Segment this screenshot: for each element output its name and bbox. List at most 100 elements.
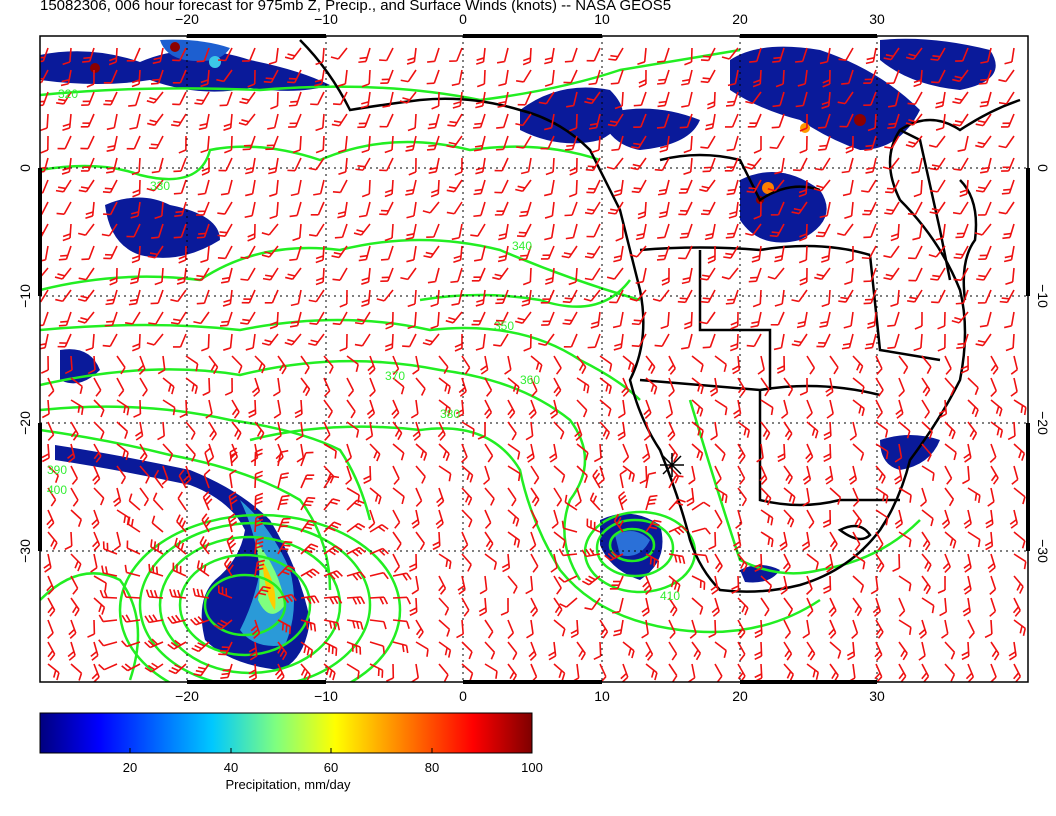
wind-barb (124, 311, 141, 325)
wind-barb (471, 311, 486, 326)
wind-barb (323, 641, 338, 656)
wind-barb (128, 289, 141, 306)
wind-barb (952, 69, 969, 83)
wind-barb (451, 289, 463, 306)
wind-barb (106, 113, 118, 131)
wind-barb (240, 311, 256, 325)
wind-barb (415, 443, 428, 461)
wind-barb (323, 663, 336, 681)
wind-barb (967, 619, 975, 639)
wind-barb (875, 399, 883, 419)
wind-barb (735, 509, 743, 529)
wind-barb (795, 91, 808, 108)
wind-barb (588, 113, 601, 130)
wind-barb (248, 399, 257, 419)
wind-barb (411, 509, 420, 529)
wind-barb (300, 377, 311, 397)
wind-barb (530, 663, 538, 682)
wind-barb (178, 245, 187, 264)
wind-barb (449, 47, 463, 62)
wind-barb (767, 179, 785, 192)
wind-barb (1013, 487, 1026, 505)
wind-barb (584, 201, 601, 215)
wind-barb (798, 245, 808, 264)
lon-tick-label: 10 (594, 688, 610, 704)
wind-barb (422, 333, 440, 346)
wind-barb (608, 47, 624, 61)
wind-barb (622, 465, 635, 482)
colorbar-tick-label: 80 (425, 760, 439, 775)
wind-barb (918, 619, 927, 639)
wind-barb (484, 377, 493, 397)
wind-barb (861, 245, 877, 260)
wind-barb (369, 524, 389, 533)
wind-barb (200, 245, 210, 264)
wind-barb (614, 91, 624, 110)
wind-barb (408, 553, 418, 572)
wind-barb (526, 443, 535, 463)
wind-barb (599, 355, 613, 372)
wind-barb (746, 333, 762, 348)
wind-barb (62, 47, 72, 66)
wind-barb (726, 179, 739, 196)
wind-barb (507, 421, 517, 441)
wind-barb (898, 663, 907, 682)
wind-barb (496, 47, 509, 64)
wind-barb (852, 509, 863, 529)
wind-barb (392, 421, 403, 441)
wind-barb (70, 487, 79, 507)
wind-barb (471, 267, 486, 282)
wind-barb (244, 201, 256, 219)
wind-barb (770, 201, 785, 216)
wind-barb (379, 47, 394, 62)
wind-barb (525, 421, 534, 441)
wind-barb (300, 595, 320, 605)
wind-barb (392, 641, 409, 654)
wind-barb (445, 311, 463, 324)
wind-barb (584, 267, 601, 281)
wind-barb (70, 399, 84, 416)
wind-barb (223, 113, 233, 132)
wind-barb (315, 267, 325, 286)
wind-barb (928, 245, 946, 258)
wind-barb (139, 377, 148, 397)
wind-barb (678, 201, 693, 216)
wind-barb (799, 377, 808, 396)
wind-barb (728, 201, 739, 219)
wind-barb (162, 443, 174, 462)
wind-barb (330, 47, 348, 60)
wind-barb (931, 289, 946, 304)
wind-barb (630, 157, 647, 171)
wind-barb (668, 465, 680, 484)
wind-barb (815, 223, 831, 238)
wind-barb (103, 245, 118, 260)
wind-barb (874, 663, 883, 682)
wind-barb (86, 69, 95, 88)
wind-barb (128, 91, 141, 107)
wind-barb (300, 474, 315, 489)
wind-barb (363, 465, 372, 484)
wind-barb (522, 267, 532, 286)
wind-barb (754, 663, 763, 682)
wind-barb (507, 641, 518, 661)
wind-barb (894, 509, 904, 529)
wind-barb (691, 527, 711, 535)
wind-barb (415, 487, 423, 507)
wind-barb (313, 179, 325, 196)
wind-barb (828, 619, 837, 639)
wind-barb (196, 201, 210, 216)
wind-barb (645, 663, 658, 681)
wind-barb (323, 595, 343, 605)
wind-barb (323, 545, 343, 556)
wind-barb (708, 531, 717, 550)
wind-barb (455, 399, 465, 419)
wind-barb (847, 663, 856, 682)
wind-barb (47, 663, 60, 681)
wind-barb (113, 531, 122, 551)
wind-barb (323, 521, 342, 533)
wind-barb (779, 531, 788, 551)
wind-barb (606, 267, 624, 280)
wind-barb (40, 289, 49, 303)
wind-barb (92, 531, 101, 551)
